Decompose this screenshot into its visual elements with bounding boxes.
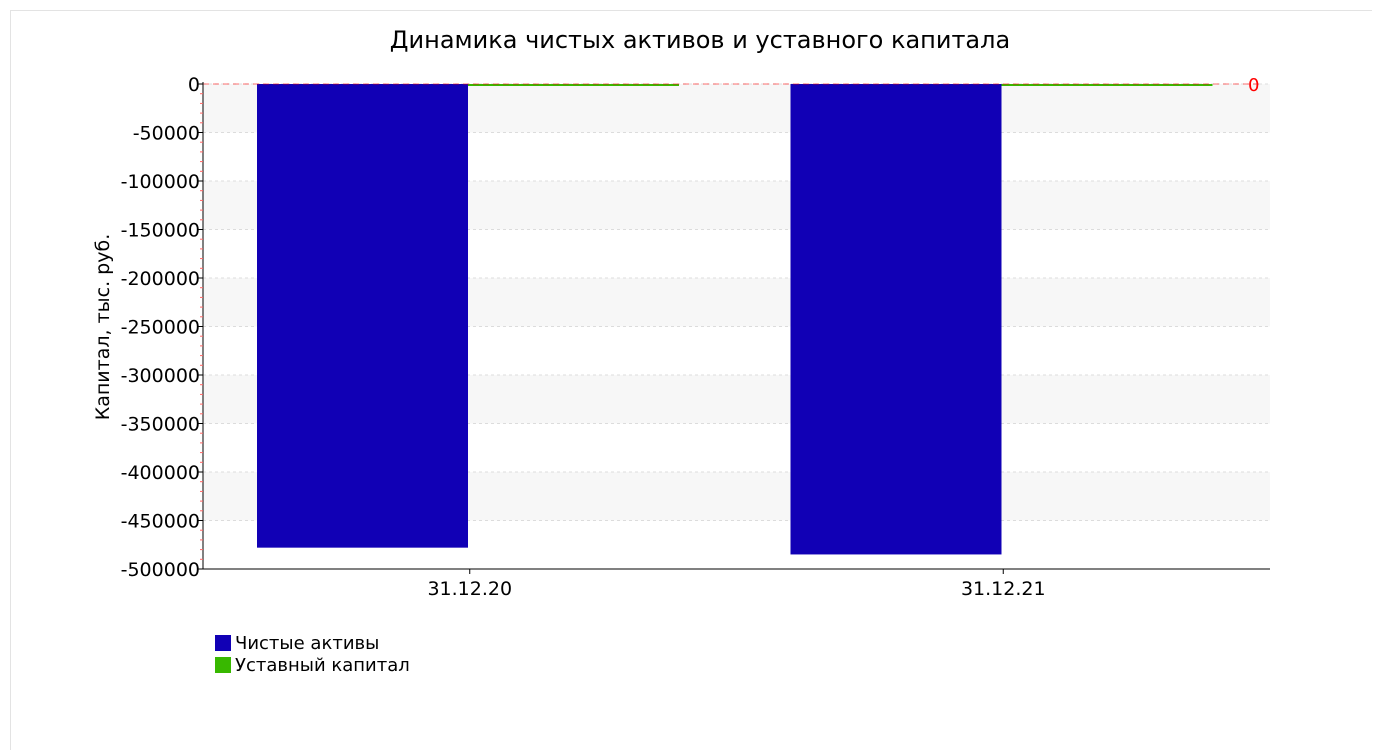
- x-tick-label: 31.12.21: [961, 578, 1046, 600]
- y-tick-label: -50000: [133, 123, 200, 145]
- y-tick-label: -400000: [121, 462, 200, 484]
- y-tick-label: -150000: [121, 220, 200, 242]
- y-tick-label: -300000: [121, 365, 200, 387]
- bar: [468, 83, 679, 86]
- y-tick-label: -100000: [121, 171, 200, 193]
- legend-label: Уставный капитал: [235, 654, 410, 676]
- zero-reference-label: 0: [1248, 75, 1259, 96]
- y-tick-label: 0: [188, 74, 200, 96]
- bar: [257, 84, 468, 548]
- chart-frame: [10, 10, 1372, 750]
- chart-title: Динамика чистых активов и уставного капи…: [389, 26, 1011, 54]
- legend-item: Чистые активы: [215, 632, 410, 654]
- chart-legend: Чистые активы Уставный капитал: [215, 632, 410, 676]
- legend-swatch: [215, 635, 231, 651]
- y-tick-label: -250000: [121, 317, 200, 339]
- legend-label: Чистые активы: [235, 632, 380, 654]
- legend-item: Уставный капитал: [215, 654, 410, 676]
- bar: [790, 84, 1002, 555]
- x-tick-label: 31.12.20: [427, 578, 512, 600]
- y-tick-label: -200000: [121, 268, 200, 290]
- y-tick-label: -500000: [121, 559, 200, 581]
- y-tick-label: -350000: [121, 414, 200, 436]
- bar: [1001, 83, 1213, 86]
- y-tick-label: -450000: [121, 511, 200, 533]
- legend-swatch: [215, 657, 231, 673]
